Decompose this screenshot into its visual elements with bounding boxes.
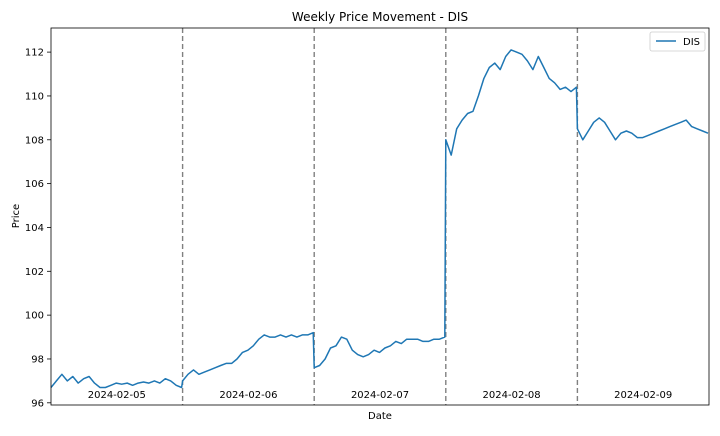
legend-box [649, 31, 706, 52]
day-label: 2024-02-08 [483, 390, 541, 401]
y-tick-label: 106 [25, 179, 44, 190]
day-label: 2024-02-05 [88, 390, 146, 401]
y-tick-label: 108 [25, 135, 44, 146]
y-axis-label: Price [11, 204, 22, 228]
plot-frame [50, 27, 710, 406]
chart-title: Weekly Price Movement - DIS [292, 10, 468, 24]
y-tick-label: 112 [25, 48, 44, 59]
series-layer [50, 49, 709, 389]
legend: DIS [649, 31, 706, 52]
x-axis-label: Date [368, 411, 392, 422]
y-axis-ticks: 96 98 100 102 104 106 108 110 112 [25, 48, 51, 409]
y-tick-label: 110 [25, 91, 44, 102]
day-labels: 2024-02-05 2024-02-06 2024-02-07 2024-02-08… [88, 390, 673, 401]
y-tick-label: 104 [25, 223, 44, 234]
day-separators [181, 28, 579, 405]
legend-label-dis: DIS [683, 37, 700, 48]
y-tick-label: 98 [31, 354, 44, 365]
day-label: 2024-02-09 [614, 390, 672, 401]
series-line-dis [50, 49, 709, 389]
day-label: 2024-02-06 [219, 390, 277, 401]
y-tick-label: 96 [31, 398, 44, 409]
y-tick-label: 102 [25, 267, 44, 278]
y-tick-label: 100 [25, 311, 44, 322]
day-label: 2024-02-07 [351, 390, 409, 401]
